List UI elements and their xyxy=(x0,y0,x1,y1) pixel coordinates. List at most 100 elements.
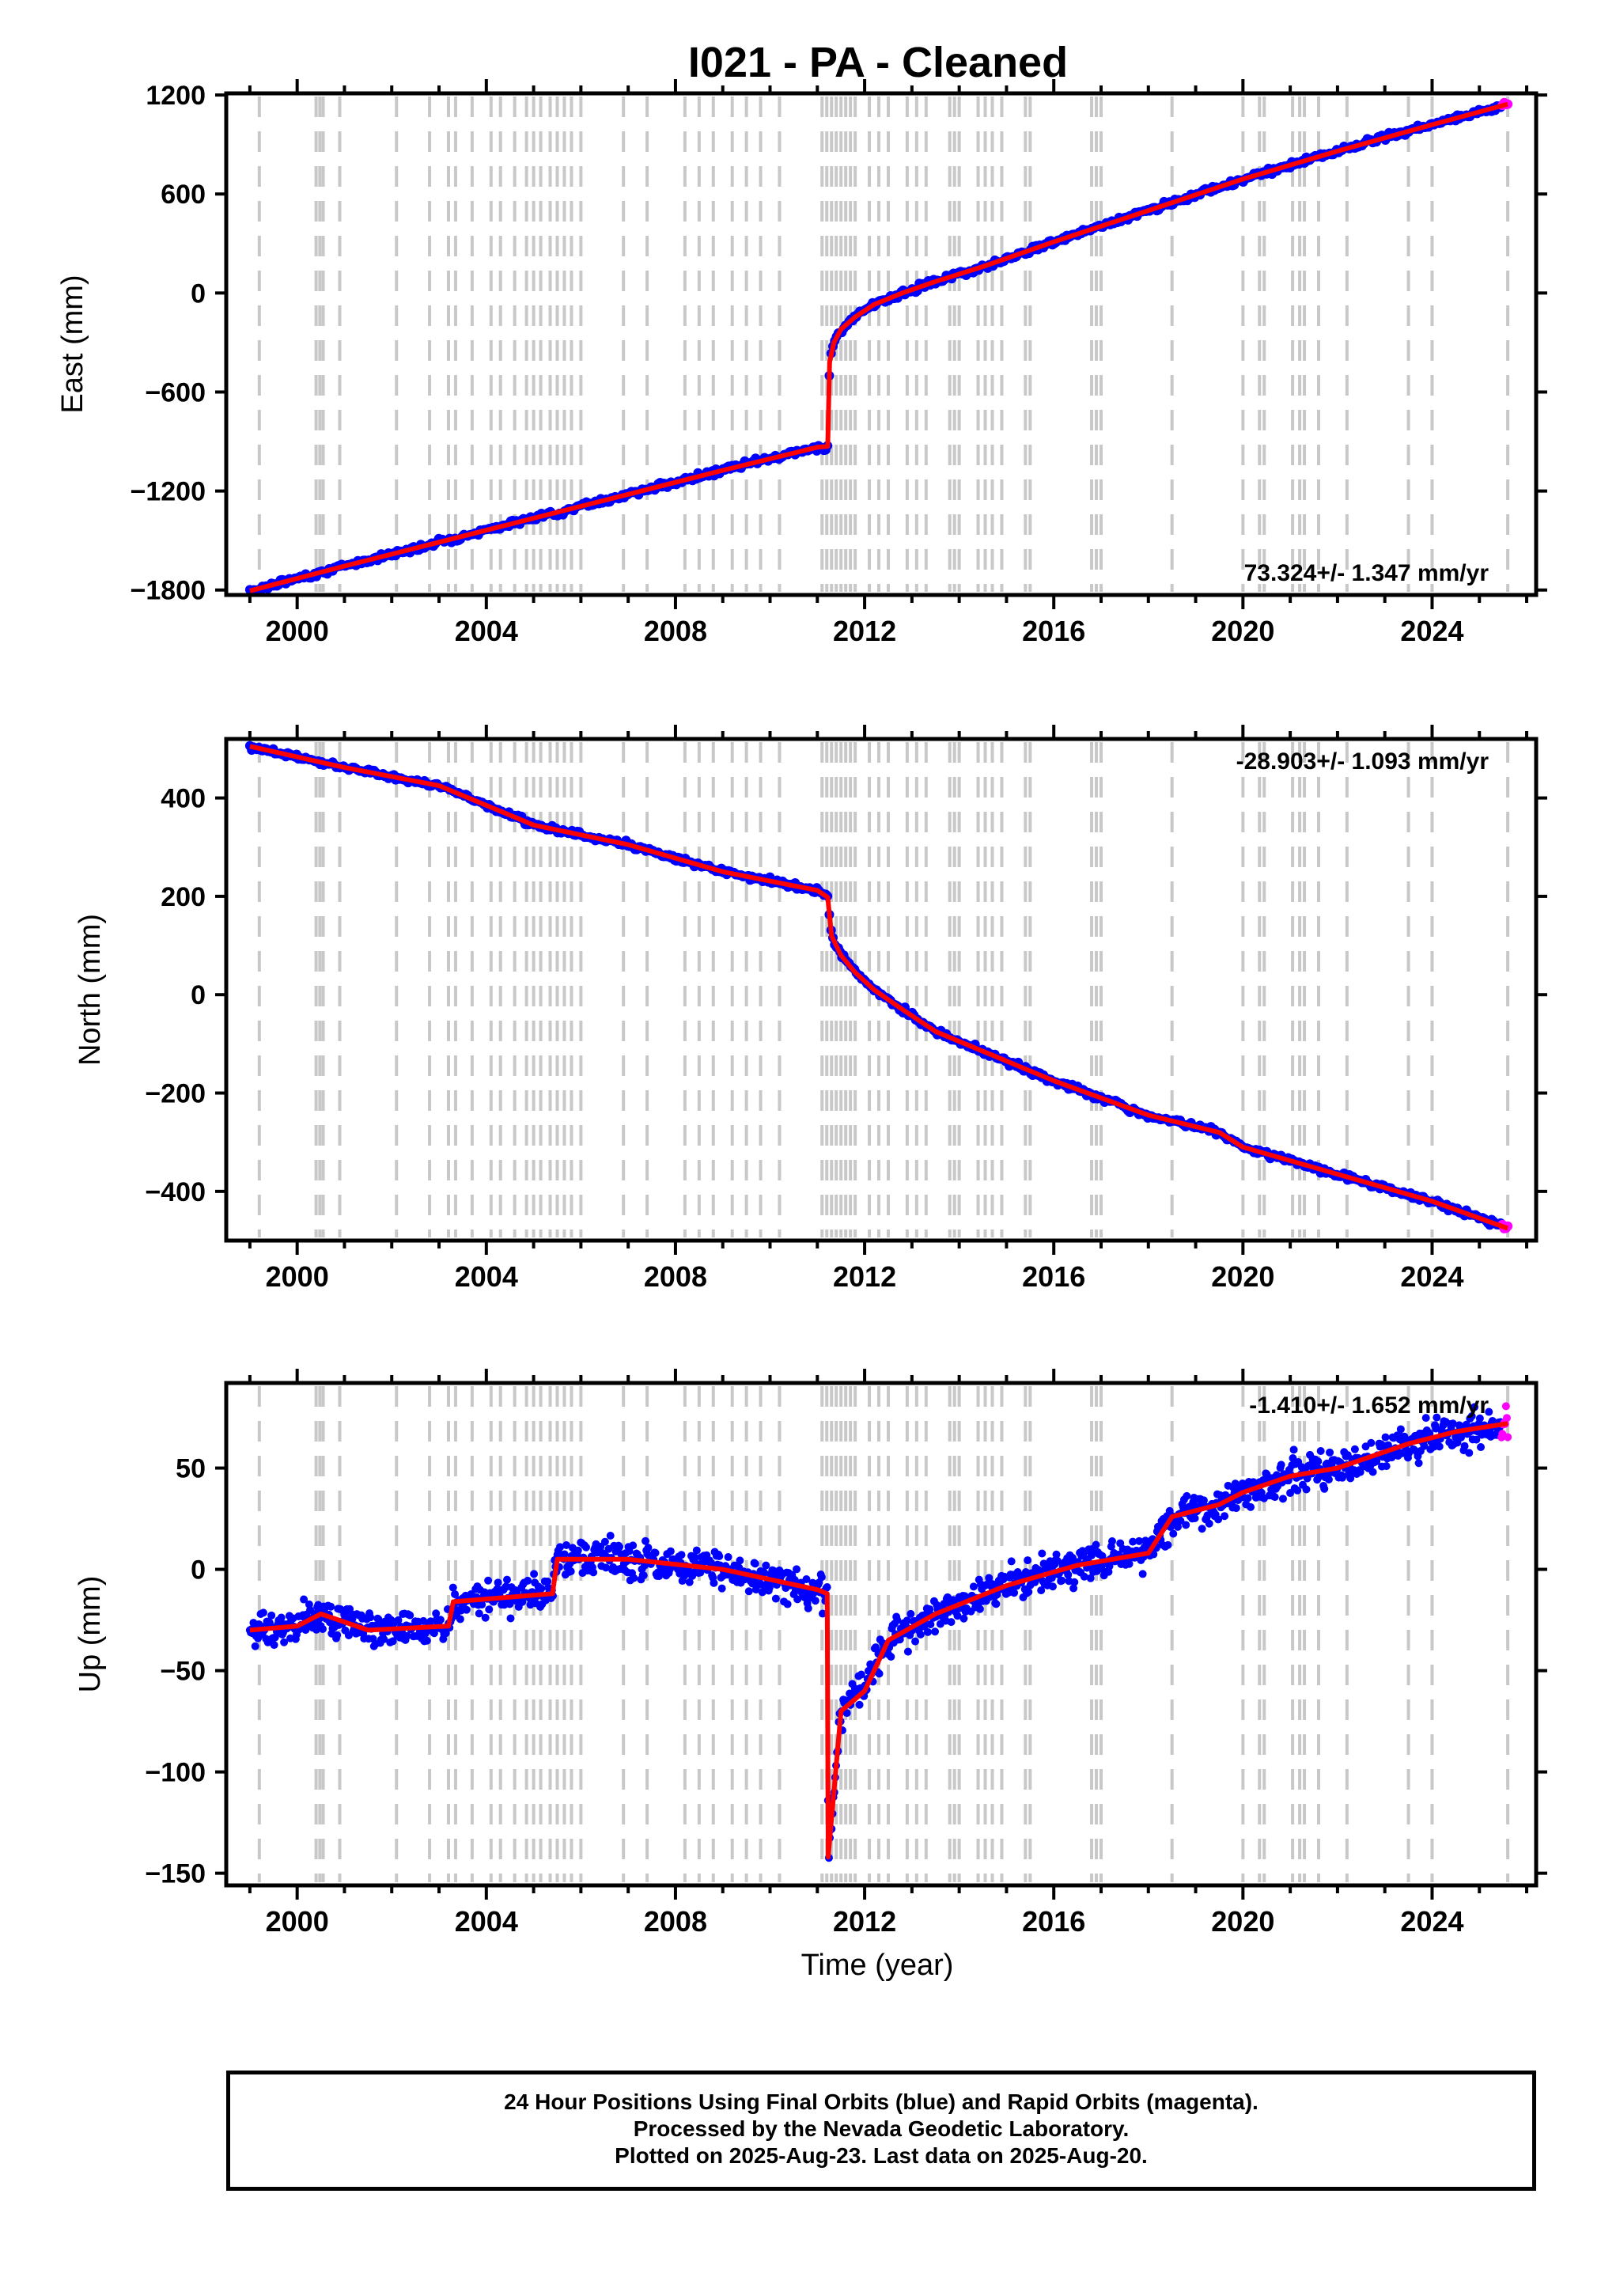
y-tick-label: 1200 xyxy=(146,81,206,111)
data-point xyxy=(318,1624,327,1633)
data-point xyxy=(543,1577,552,1586)
north-plot-frame xyxy=(224,737,1539,1243)
data-point xyxy=(1356,1468,1364,1476)
data-point xyxy=(518,1597,527,1606)
y-tick-label: 400 xyxy=(161,784,206,814)
x-tick-label: 2020 xyxy=(1211,1260,1274,1293)
data-point xyxy=(475,1609,483,1618)
data-point xyxy=(1243,1494,1252,1502)
data-point xyxy=(267,1611,276,1620)
data-point xyxy=(1024,1588,1033,1597)
y-tick-label: −100 xyxy=(145,1758,206,1788)
data-point xyxy=(642,1536,650,1545)
y-tick-label: −400 xyxy=(145,1177,206,1207)
data-point xyxy=(857,1670,865,1679)
data-point xyxy=(530,1570,539,1578)
data-point xyxy=(666,1547,675,1555)
data-point xyxy=(1367,1438,1376,1447)
up-y-axis-label: Up (mm) xyxy=(74,1576,107,1693)
x-tick-label: 2012 xyxy=(833,615,896,647)
data-point xyxy=(573,1546,582,1555)
data-point xyxy=(1316,1447,1325,1456)
data-point xyxy=(783,1600,792,1608)
data-point xyxy=(556,1543,565,1552)
data-point xyxy=(975,1605,984,1613)
data-point xyxy=(811,1597,819,1605)
data-point xyxy=(923,1627,932,1636)
data-point xyxy=(1086,1574,1095,1582)
data-point xyxy=(903,1616,911,1625)
data-point xyxy=(1048,1582,1057,1591)
y-tick-label: 0 xyxy=(191,980,206,1010)
data-point xyxy=(1433,1413,1441,1422)
data-point xyxy=(1326,1448,1334,1457)
data-point xyxy=(1135,1536,1144,1545)
data-point xyxy=(1190,1514,1199,1523)
y-tick-label: −600 xyxy=(145,377,206,407)
data-point xyxy=(959,1614,968,1623)
data-point xyxy=(1501,1402,1510,1411)
data-point xyxy=(629,1541,638,1550)
data-point xyxy=(969,1582,978,1591)
data-point xyxy=(1425,1429,1434,1438)
data-point xyxy=(1138,1570,1147,1578)
x-tick-label: 2020 xyxy=(1211,615,1274,647)
data-point xyxy=(1052,1550,1061,1559)
data-point xyxy=(1270,1493,1279,1502)
data-point xyxy=(1400,1432,1409,1441)
y-tick-label: −50 xyxy=(160,1657,206,1687)
data-point xyxy=(651,1548,660,1557)
data-point xyxy=(1278,1495,1287,1503)
data-point xyxy=(751,1586,760,1594)
data-point xyxy=(333,1631,342,1639)
east-model-line xyxy=(249,101,1508,593)
data-point xyxy=(1070,1578,1079,1586)
data-point xyxy=(855,1700,864,1709)
north-rate-label: -28.903+/- 1.093 mm/yr xyxy=(1236,748,1489,775)
north-model-line xyxy=(249,744,1509,1231)
data-point xyxy=(1068,1554,1077,1563)
data-point xyxy=(1467,1412,1476,1421)
data-point xyxy=(1502,1414,1511,1423)
x-axis-label: Time (year) xyxy=(801,1949,954,1982)
data-point xyxy=(1010,1589,1019,1597)
x-tick-label: 2016 xyxy=(1022,1260,1085,1293)
data-point xyxy=(1024,1556,1032,1565)
data-point xyxy=(818,1609,827,1618)
data-point xyxy=(875,1669,884,1678)
data-point xyxy=(793,1565,801,1574)
data-point xyxy=(1277,1461,1285,1469)
data-point xyxy=(823,1583,831,1592)
data-point xyxy=(931,1627,940,1636)
x-tick-label: 2008 xyxy=(644,615,707,647)
data-point xyxy=(771,1594,780,1603)
data-point xyxy=(872,1643,880,1652)
data-point xyxy=(1047,1574,1056,1582)
data-point xyxy=(451,1589,460,1598)
data-point xyxy=(1396,1425,1405,1434)
data-point xyxy=(403,1631,411,1640)
data-point xyxy=(1064,1570,1073,1579)
data-point xyxy=(449,1583,457,1592)
y-tick-label: −150 xyxy=(145,1859,206,1889)
data-point xyxy=(506,1614,515,1623)
data-point xyxy=(426,1617,435,1626)
data-point xyxy=(992,1600,1001,1608)
x-tick-label: 2012 xyxy=(833,1905,896,1938)
data-point xyxy=(677,1551,686,1559)
footer-line-2: Processed by the Nevada Geodetic Laborat… xyxy=(633,2116,1130,2141)
data-point xyxy=(751,1559,759,1568)
east-event-lines xyxy=(257,97,1510,592)
data-point xyxy=(406,1611,414,1620)
north-y-axis-label: North (mm) xyxy=(74,914,107,1066)
x-tick-label: 2016 xyxy=(1022,1905,1085,1938)
data-point xyxy=(1080,1572,1088,1581)
y-tick-label: −200 xyxy=(145,1079,206,1109)
chart-title: I021 - PA - Cleaned xyxy=(688,39,1068,86)
data-point xyxy=(1247,1502,1255,1511)
x-tick-label: 2000 xyxy=(266,1905,329,1938)
data-point xyxy=(1382,1462,1391,1471)
data-point xyxy=(920,1622,929,1631)
data-point xyxy=(589,1568,598,1577)
data-point xyxy=(485,1605,494,1614)
